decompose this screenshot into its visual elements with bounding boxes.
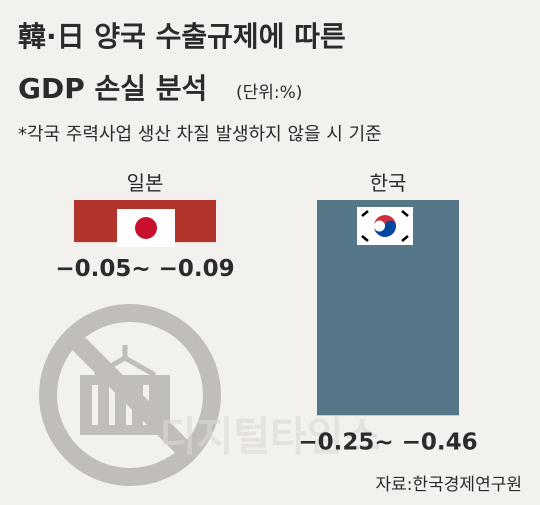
category-label: 한국 [370, 171, 407, 195]
subtitle: *각국 주력사업 생산 차질 발생하지 않을 시 기준 [18, 124, 382, 145]
value-label: −0.05~ −0.09 [55, 256, 234, 282]
korea-flag [357, 207, 413, 245]
flags [117, 207, 413, 247]
chart-title: 韓·日 양국 수출규제에 따른 [18, 20, 346, 53]
ban-icon [39, 304, 221, 486]
source: 자료:한국경제연구원 [376, 475, 523, 495]
chart-title-line2: GDP 손실 분석 [18, 72, 207, 105]
unit-label: (단위:%) [236, 83, 302, 103]
japan-flag [117, 209, 175, 247]
value-label: −0.25~ −0.46 [298, 429, 477, 455]
watermark: 디지털타임스 [160, 414, 381, 460]
category-label: 일본 [127, 171, 164, 195]
